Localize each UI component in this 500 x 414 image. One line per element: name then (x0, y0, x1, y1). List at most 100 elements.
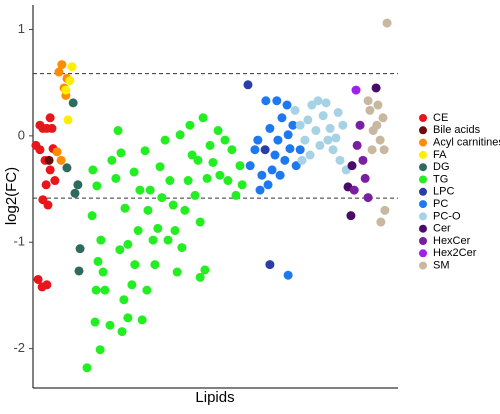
point (91, 285, 101, 295)
y-tick-label: 1 (18, 21, 25, 36)
point (96, 235, 106, 245)
legend-label: PC-O (433, 210, 461, 222)
point (245, 161, 255, 171)
point (347, 161, 357, 171)
point (137, 315, 147, 325)
point (153, 223, 163, 233)
point (331, 133, 341, 143)
point (295, 145, 305, 155)
point (263, 180, 273, 190)
point (135, 185, 145, 195)
legend-label: DG (433, 161, 450, 173)
point (333, 107, 343, 117)
point (170, 226, 180, 236)
legend-label: Hex2Cer (433, 247, 477, 259)
point (253, 135, 263, 145)
point (349, 185, 359, 195)
point (52, 147, 62, 157)
point (177, 243, 187, 253)
point (38, 195, 48, 205)
legend-swatch (419, 200, 427, 209)
point (198, 113, 208, 123)
point (172, 267, 182, 277)
point (363, 193, 373, 203)
point (195, 272, 205, 282)
point (50, 176, 60, 186)
point (291, 161, 301, 171)
point (363, 96, 373, 106)
point (82, 363, 92, 373)
point (352, 140, 362, 150)
point (277, 113, 287, 123)
point (190, 190, 200, 200)
point (119, 295, 129, 305)
point (367, 145, 377, 155)
point (346, 211, 356, 221)
point (267, 165, 277, 175)
point (285, 144, 295, 154)
point (260, 145, 270, 155)
point (220, 135, 230, 145)
point (133, 226, 143, 236)
point (208, 157, 218, 167)
y-tick-label: -1 (13, 234, 25, 249)
point (143, 205, 153, 215)
legend-swatch (419, 150, 427, 159)
point (127, 280, 137, 290)
point (148, 235, 158, 245)
point (57, 60, 67, 70)
point (355, 120, 365, 130)
point (145, 185, 155, 195)
point (63, 115, 73, 125)
point (163, 235, 173, 245)
point (338, 120, 348, 130)
point (235, 161, 245, 171)
point (73, 180, 83, 190)
point (275, 170, 285, 180)
point (261, 96, 271, 106)
point (321, 98, 331, 108)
point (160, 135, 170, 145)
point (311, 126, 321, 136)
point (107, 155, 117, 165)
point (272, 96, 282, 106)
point (328, 145, 338, 155)
point (98, 267, 108, 277)
legend-label: SM (433, 260, 450, 272)
point (92, 181, 102, 191)
point (303, 115, 313, 125)
point (67, 62, 77, 72)
point (372, 120, 382, 130)
point (282, 100, 292, 110)
point (213, 126, 223, 136)
point (283, 270, 293, 280)
point (70, 188, 80, 198)
point (300, 135, 310, 145)
legend-label: CE (433, 112, 448, 124)
point (62, 163, 72, 173)
point (168, 200, 178, 210)
point (45, 165, 55, 175)
point (231, 190, 241, 200)
legend-label: Acyl carnitines (433, 137, 500, 149)
point (120, 203, 130, 213)
point (150, 260, 160, 270)
point (360, 173, 370, 183)
point (93, 256, 103, 266)
point (33, 274, 43, 284)
point (265, 260, 275, 270)
point (100, 285, 110, 295)
legend-swatch (419, 261, 427, 270)
point (371, 83, 381, 93)
point (270, 150, 280, 160)
point (180, 205, 190, 215)
point (265, 123, 275, 133)
point (123, 313, 133, 323)
point (130, 260, 140, 270)
legend-swatch (419, 187, 427, 196)
y-axis-title: log2(FC) (3, 167, 20, 225)
legend-swatch (419, 249, 427, 258)
point (61, 85, 71, 95)
